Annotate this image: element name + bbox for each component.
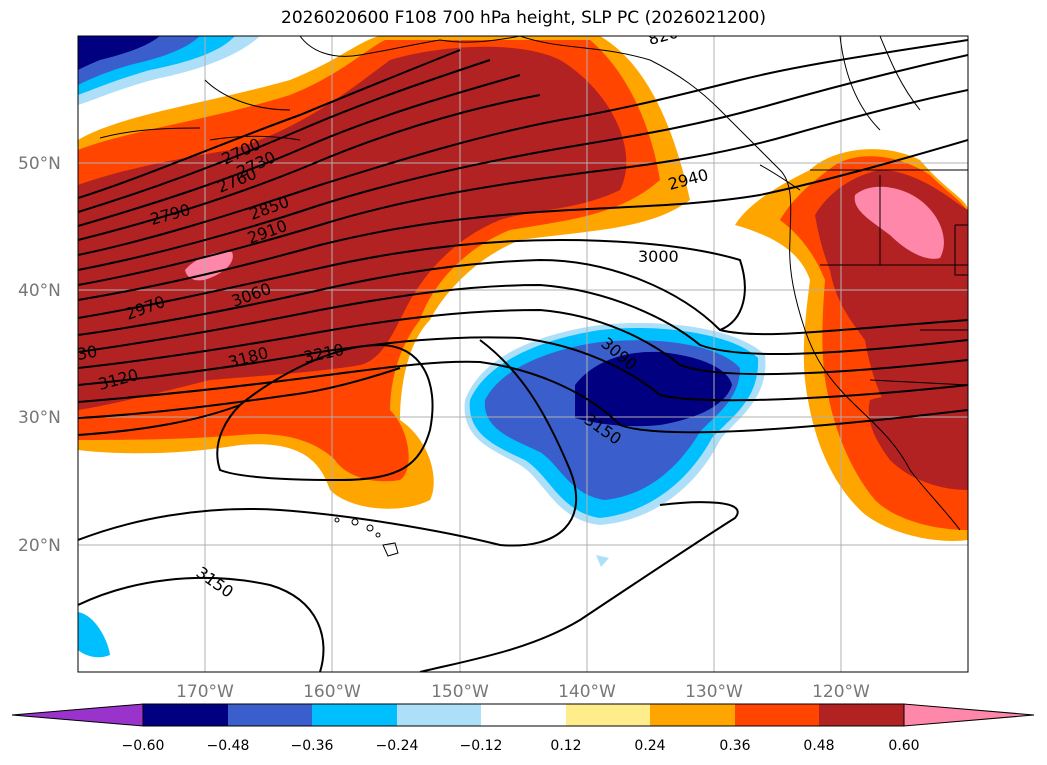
anomaly-positive-north-pacific-core [78, 46, 627, 410]
colorbar-tick-label: 0.36 [719, 738, 750, 754]
colorbar-tick-label: −0.48 [207, 738, 250, 754]
colorbar-segment [566, 704, 650, 726]
lat-label: 50°N [18, 154, 61, 174]
contour-label: 3000 [638, 247, 679, 266]
lat-label: 20°N [18, 536, 61, 556]
colorbar-segment [650, 704, 735, 726]
anomaly-negative-southwest [78, 612, 110, 658]
colorbar-segment [312, 704, 397, 726]
lon-label: 150°W [431, 682, 489, 702]
longitude-labels: 170°W 160°W 150°W 140°W 130°W 120°W [176, 682, 870, 702]
graticule [78, 36, 968, 672]
colorbar-extend-low [11, 703, 144, 727]
colorbar-tick-label: 0.48 [803, 738, 834, 754]
colorbar-extend-high [903, 703, 1035, 727]
colorbar-segment [143, 704, 228, 726]
height-contours [78, 39, 968, 672]
hawaii-islands [334, 517, 399, 557]
colorbar-segment [735, 704, 819, 726]
lat-label: 40°N [18, 281, 61, 301]
colorbar-segment [819, 704, 904, 726]
lon-label: 160°W [303, 682, 361, 702]
lat-label: 30°N [18, 408, 61, 428]
colorbar-tick-label: −0.60 [122, 738, 165, 754]
colorbar-segment [228, 704, 312, 726]
anomaly-negative-hawaii-east [596, 555, 609, 567]
lon-label: 120°W [812, 682, 870, 702]
anomaly-pink-west-coast [854, 186, 944, 259]
lon-label: 130°W [685, 682, 743, 702]
colorbar: −0.60 −0.48 −0.36 −0.24 −0.12 0.12 0.24 … [11, 703, 1035, 754]
contour-label: 30 [75, 342, 98, 364]
plot-border [77, 35, 969, 673]
map-title: 2026020600 F108 700 hPa height, SLP PC (… [281, 8, 766, 28]
colorbar-segment [397, 704, 481, 726]
colorbar-tick-label: 0.24 [634, 738, 665, 754]
coastlines [99, 36, 968, 531]
map-plot-area: 2700 2730 2760 2790 2850 2910 2970 3060 … [75, 36, 968, 672]
latitude-labels: 50°N 40°N 30°N 20°N [18, 154, 61, 556]
colorbar-tick-label: −0.36 [291, 738, 334, 754]
colorbar-tick-label: −0.12 [460, 738, 503, 754]
colorbar-tick-label: 0.12 [550, 738, 581, 754]
anomaly-negative-northwest-min [78, 36, 160, 70]
colorbar-tick-label: −0.24 [376, 738, 419, 754]
lon-label: 140°W [558, 682, 616, 702]
lon-label: 170°W [176, 682, 234, 702]
anomaly-pink-max [185, 251, 233, 281]
colorbar-segment [481, 704, 566, 726]
colorbar-tick-label: 0.60 [888, 738, 919, 754]
